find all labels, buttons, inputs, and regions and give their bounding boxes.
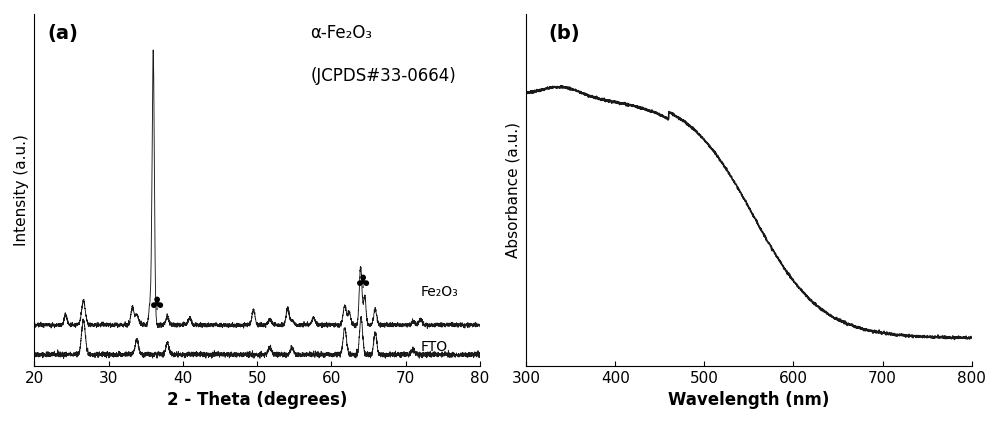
Text: (JCPDS#33-0664): (JCPDS#33-0664) [311, 67, 456, 85]
Text: α-Fe₂O₃: α-Fe₂O₃ [311, 25, 373, 42]
Text: ♣: ♣ [149, 296, 165, 314]
Y-axis label: Intensity (a.u.): Intensity (a.u.) [14, 134, 29, 246]
X-axis label: 2 - Theta (degrees): 2 - Theta (degrees) [167, 391, 347, 409]
Y-axis label: Absorbance (a.u.): Absorbance (a.u.) [506, 122, 521, 258]
Text: (a): (a) [48, 25, 79, 44]
Text: FTO: FTO [421, 340, 448, 354]
X-axis label: Wavelength (nm): Wavelength (nm) [668, 391, 830, 409]
Text: Fe₂O₃: Fe₂O₃ [421, 285, 458, 299]
Text: ♣: ♣ [355, 274, 371, 292]
Text: (b): (b) [548, 25, 580, 44]
